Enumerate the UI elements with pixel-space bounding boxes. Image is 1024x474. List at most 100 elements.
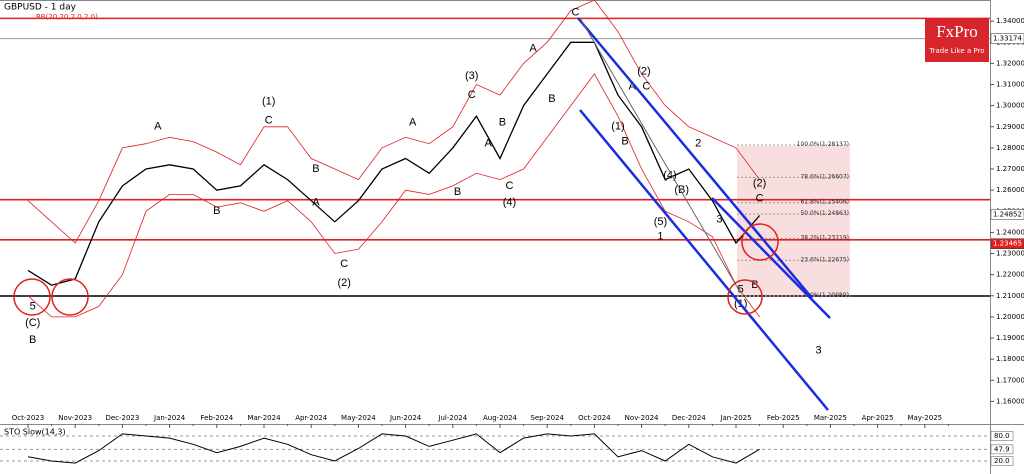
brand-name: FxPro [936, 22, 978, 41]
y-tick-label: 1.18000 [996, 355, 1024, 363]
brand-tagline: Trade Like a Pro [928, 47, 984, 55]
channel-line [711, 197, 831, 319]
channel-line [579, 109, 829, 411]
y-tick-label: 1.34000 [996, 17, 1024, 25]
indicator-label: BB(20,20,2.0,2.0) [36, 13, 98, 21]
x-tick-label: Feb-2025 [767, 414, 800, 422]
wave-label: A [154, 121, 162, 133]
x-tick-label: Jan-2024 [153, 414, 186, 422]
sto-tick-box [990, 456, 1014, 466]
sto-tick-label: 80.0 [994, 432, 1010, 440]
x-tick-label: Apr-2024 [295, 414, 328, 422]
wave-label: 1 [657, 231, 663, 243]
x-tick-label: Jul-2024 [437, 414, 467, 422]
price-marker [990, 238, 1024, 249]
fib-box [737, 146, 850, 297]
wave-label: C [468, 89, 476, 101]
wave-label: (3) [465, 70, 478, 82]
x-tick-label: Jun-2024 [389, 414, 422, 422]
y-tick-label: 1.16000 [996, 397, 1024, 405]
x-tick-label: Apr-2025 [862, 414, 894, 422]
fib-label: 78.6%(1.26607) [800, 173, 849, 180]
price-line [27, 41, 761, 286]
wave-label: C [756, 193, 764, 205]
channel-line [579, 17, 741, 293]
wave-label: (2) [637, 66, 650, 78]
indicator-title: STO Slow(14,3) [4, 428, 66, 437]
price-marker [990, 33, 1024, 44]
wave-label: A [409, 116, 417, 128]
fib-label: 100.0%(1.28137) [797, 141, 849, 148]
price-marker-label: 1.23465 [993, 240, 1022, 248]
wave-label: B [621, 135, 628, 147]
wave-label: 5 [738, 283, 744, 295]
highlight-circle [51, 278, 89, 316]
x-tick-label: Nov-2023 [58, 414, 92, 422]
wave-label: 3 [816, 345, 822, 357]
wave-label: B [454, 186, 461, 198]
highlight-circle [741, 223, 779, 261]
y-tick-label: 1.21000 [996, 292, 1024, 300]
fib-label: 50.0%(1.24863) [800, 210, 849, 217]
x-tick-label: Oct-2024 [578, 414, 611, 422]
x-tick-label: Sep-2024 [530, 414, 564, 422]
y-tick-label: 1.23000 [996, 250, 1024, 258]
fib-label: 23.6%(1.22675) [800, 256, 849, 263]
x-tick-label: May-2024 [341, 414, 376, 422]
x-tick-label: Dec-2023 [105, 414, 139, 422]
x-tick-label: Nov-2024 [625, 414, 659, 422]
channel-line [577, 17, 813, 299]
sto-line [27, 433, 760, 464]
wave-label: (2) [753, 178, 766, 190]
wave-label: 3 [716, 214, 722, 226]
y-tick-label: 1.24000 [996, 228, 1024, 236]
price-marker-label: 1.33174 [993, 35, 1022, 43]
x-tick-label: Mar-2024 [247, 414, 281, 422]
x-tick-label: Dec-2024 [672, 414, 706, 422]
fib-label: 38.2%(1.23719) [800, 234, 849, 241]
wave-label: B [29, 334, 36, 346]
price-marker-label: 1.24852 [993, 210, 1022, 218]
sto-tick-box [990, 431, 1014, 441]
y-tick-label: 1.27000 [996, 165, 1024, 173]
wave-label: C [340, 258, 348, 270]
wave-label: (1) [611, 121, 624, 133]
wave-label: B [548, 93, 555, 105]
wave-label: (2) [338, 277, 351, 289]
y-tick-label: 1.30000 [996, 102, 1024, 110]
wave-label: B [213, 205, 220, 217]
wave-label: B [499, 116, 506, 128]
y-tick-label: 1.19000 [996, 334, 1024, 342]
x-tick-label: Oct-2023 [12, 414, 44, 422]
highlight-circle [727, 279, 763, 315]
fib-label: 0.0%(1.20989) [804, 292, 849, 299]
y-tick-label: 1.32000 [996, 59, 1024, 67]
band-lower [27, 73, 760, 318]
wave-label: (1) [262, 95, 275, 107]
x-tick-label: Aug-2024 [483, 414, 518, 422]
wave-label: C [505, 180, 513, 192]
highlight-circle [13, 278, 51, 316]
y-tick-label: 1.20000 [996, 313, 1024, 321]
y-tick-label: 1.17000 [996, 376, 1024, 384]
y-tick-label: 1.28000 [996, 144, 1024, 152]
band-upper [27, 0, 760, 244]
wave-label: (5) [654, 216, 667, 228]
wave-label: B [751, 279, 758, 291]
wave-label: (B) [674, 184, 689, 196]
wave-label: C [265, 114, 273, 126]
wave-label: A [312, 197, 320, 209]
y-tick-label: 1.26000 [996, 186, 1024, 194]
wave-label: A [485, 138, 493, 150]
x-tick-label: May-2025 [907, 414, 942, 422]
wave-label: C [572, 7, 580, 19]
sto-tick-label: 47.9 [994, 445, 1010, 453]
wave-label: (4) [503, 197, 516, 209]
x-tick-label: Jan-2025 [719, 414, 751, 422]
wave-label: A [628, 81, 636, 93]
wave-label: C [642, 81, 650, 93]
y-tick-label: 1.31000 [996, 81, 1024, 89]
x-tick-label: Mar-2025 [814, 414, 847, 422]
